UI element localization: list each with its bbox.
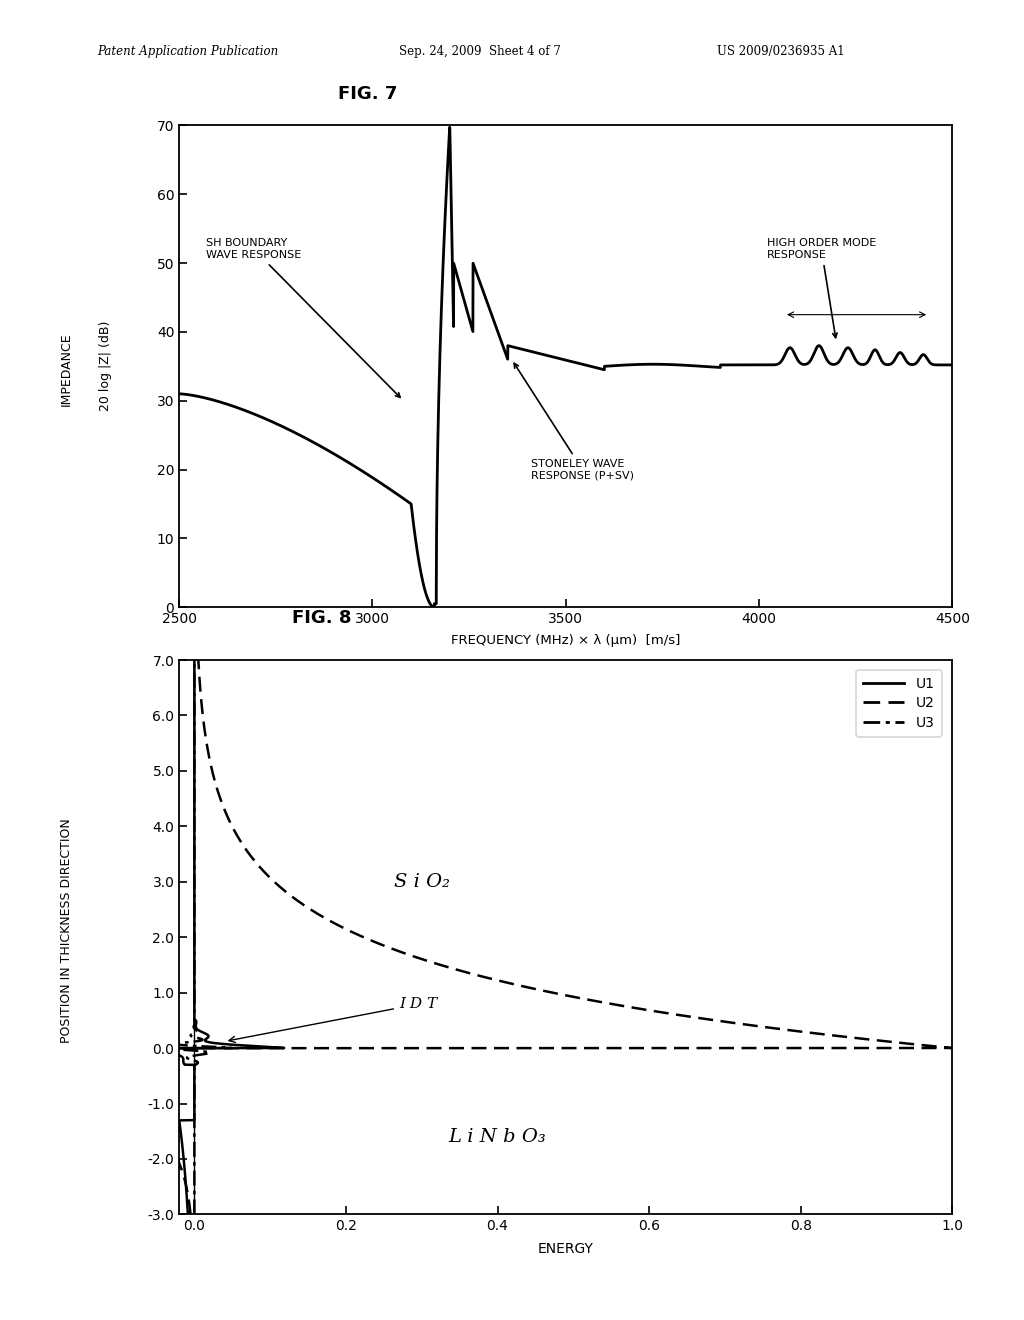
Text: SH BOUNDARY
WAVE RESPONSE: SH BOUNDARY WAVE RESPONSE — [206, 239, 400, 397]
Text: IMPEDANCE: IMPEDANCE — [60, 333, 73, 407]
Text: Sep. 24, 2009  Sheet 4 of 7: Sep. 24, 2009 Sheet 4 of 7 — [399, 45, 561, 58]
X-axis label: ENERGY: ENERGY — [538, 1242, 594, 1255]
X-axis label: FREQUENCY (MHz) × λ (μm)  [m/s]: FREQUENCY (MHz) × λ (μm) [m/s] — [452, 635, 680, 647]
Text: POSITION IN THICKNESS DIRECTION: POSITION IN THICKNESS DIRECTION — [60, 818, 73, 1043]
Text: S i O₂: S i O₂ — [394, 873, 450, 891]
Text: HIGH ORDER MODE
RESPONSE: HIGH ORDER MODE RESPONSE — [767, 239, 876, 338]
Text: L i N b O₃: L i N b O₃ — [449, 1127, 547, 1146]
Text: US 2009/0236935 A1: US 2009/0236935 A1 — [717, 45, 845, 58]
Text: FIG. 8: FIG. 8 — [292, 609, 351, 627]
Y-axis label: 20 log |Z| (dB): 20 log |Z| (dB) — [99, 321, 113, 412]
Text: I D T: I D T — [229, 997, 437, 1043]
Text: STONELEY WAVE
RESPONSE (P+SV): STONELEY WAVE RESPONSE (P+SV) — [514, 363, 634, 480]
Text: Patent Application Publication: Patent Application Publication — [97, 45, 279, 58]
Legend: U1, U2, U3: U1, U2, U3 — [856, 669, 941, 737]
Text: FIG. 7: FIG. 7 — [338, 84, 397, 103]
